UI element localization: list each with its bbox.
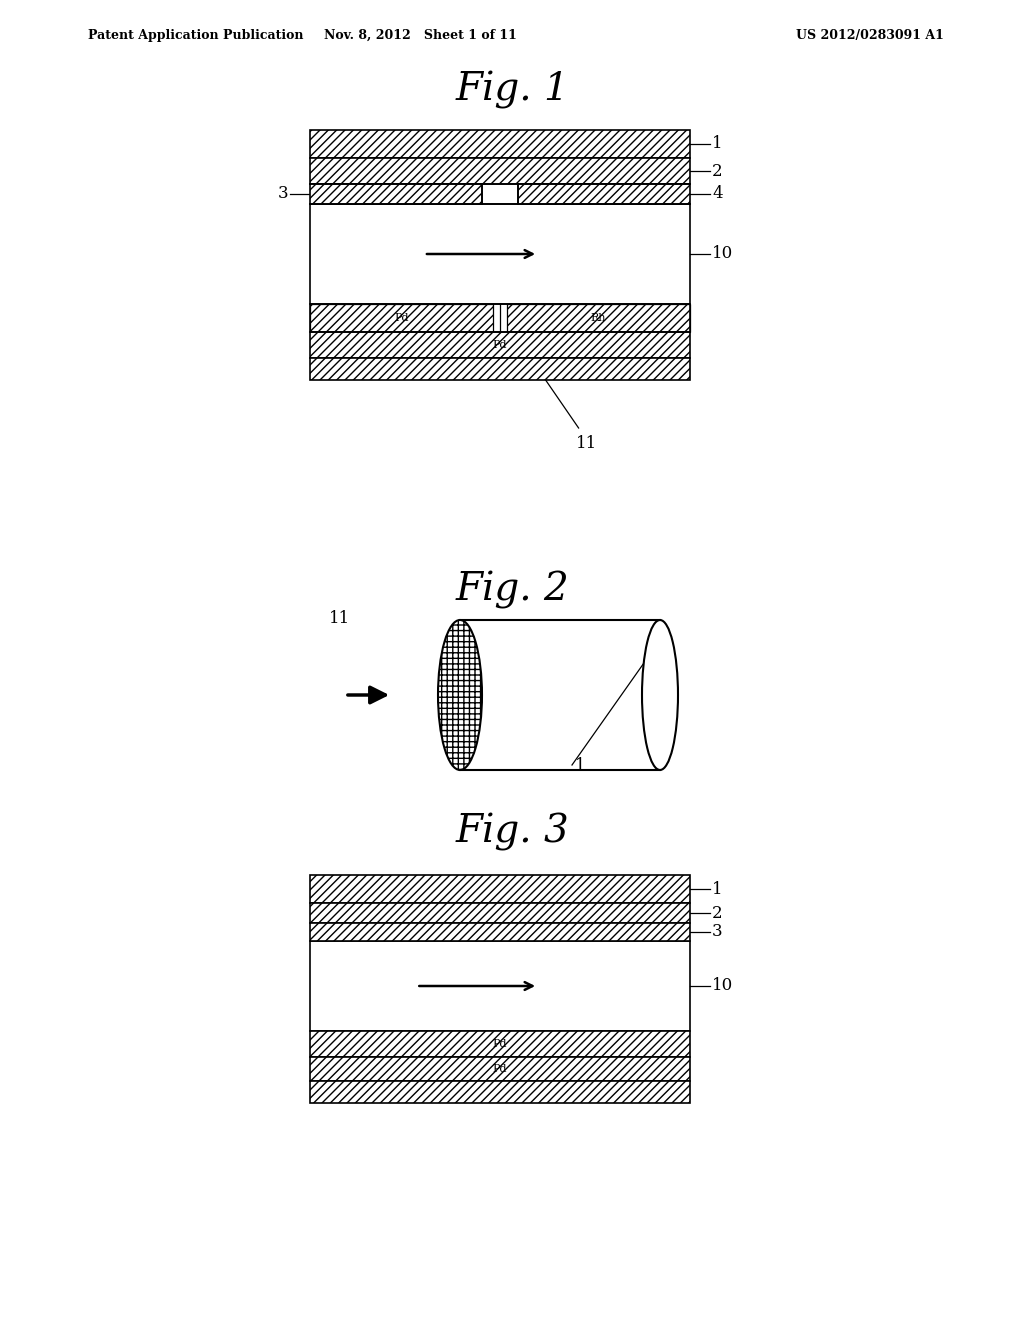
Text: Pd: Pd [493, 1064, 507, 1074]
Text: Nov. 8, 2012   Sheet 1 of 11: Nov. 8, 2012 Sheet 1 of 11 [324, 29, 516, 41]
Text: 10: 10 [712, 978, 733, 994]
Text: 1: 1 [575, 756, 586, 774]
Text: Pd: Pd [394, 313, 409, 323]
Bar [310, 304, 690, 333]
Text: Pd: Pd [493, 1039, 507, 1049]
Text: US 2012/0283091 A1: US 2012/0283091 A1 [796, 29, 944, 41]
Bar [310, 333, 690, 358]
Bar [310, 875, 690, 903]
Bar [518, 183, 690, 205]
Ellipse shape [438, 620, 482, 770]
Bar [310, 1031, 690, 1057]
Bar [310, 941, 690, 1031]
Text: 11: 11 [330, 610, 350, 627]
Text: Patent Application Publication: Patent Application Publication [88, 29, 303, 41]
Text: Fig. 2: Fig. 2 [455, 572, 569, 609]
Text: 1: 1 [712, 880, 723, 898]
Text: 2: 2 [712, 162, 723, 180]
Text: Fig. 1: Fig. 1 [455, 71, 569, 110]
Ellipse shape [642, 620, 678, 770]
Bar [507, 304, 690, 333]
Text: 11: 11 [575, 436, 597, 451]
Bar [310, 1057, 690, 1081]
Bar [310, 205, 690, 304]
Text: 1: 1 [712, 136, 723, 153]
Text: Rh: Rh [591, 313, 606, 323]
Text: 4: 4 [712, 186, 723, 202]
Bar [310, 358, 690, 380]
Bar [310, 903, 690, 923]
Text: Pd: Pd [493, 341, 507, 350]
Bar [310, 129, 690, 158]
Bar [310, 1081, 690, 1104]
Bar [310, 304, 493, 333]
Text: Fig. 3: Fig. 3 [455, 813, 569, 851]
Bar [310, 183, 482, 205]
Polygon shape [460, 620, 660, 770]
Text: 3: 3 [278, 186, 288, 202]
Bar [310, 158, 690, 183]
Text: 3: 3 [712, 924, 723, 940]
Bar [310, 923, 690, 941]
Text: 10: 10 [712, 246, 733, 263]
Text: 2: 2 [712, 904, 723, 921]
